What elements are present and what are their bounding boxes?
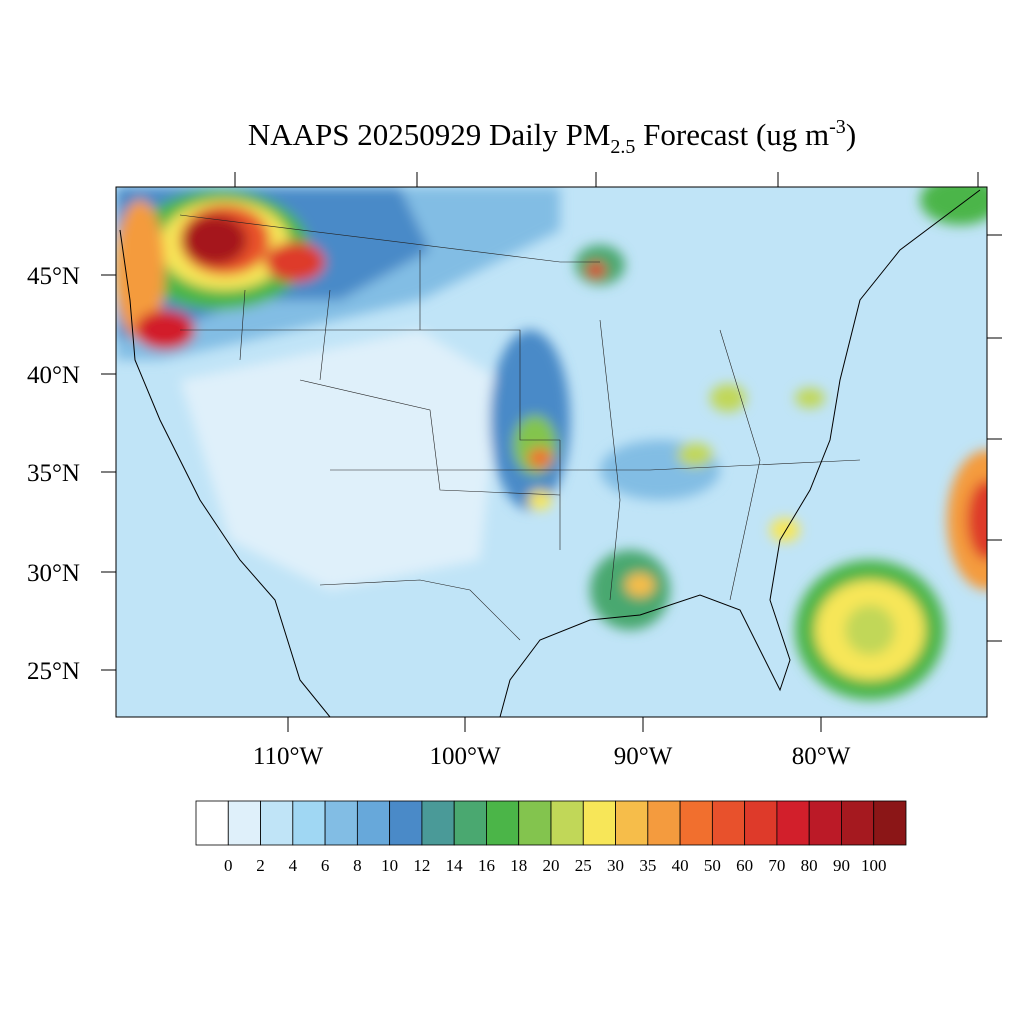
colorbar-label: 2 — [256, 856, 265, 875]
map-field — [116, 187, 987, 717]
color-swatch — [582, 800, 616, 846]
lat-label: 30°N — [27, 560, 80, 587]
title-rest: Forecast (ug m — [635, 117, 829, 152]
title-end: ) — [846, 117, 856, 152]
title-main: NAAPS 20250929 Daily PM — [248, 117, 611, 152]
colorbar-label: 16 — [478, 856, 495, 875]
colorbar-label: 40 — [672, 856, 689, 875]
lon-label: 90°W — [614, 743, 673, 770]
lat-label: 40°N — [27, 362, 80, 389]
axis-labels: 45°N 40°N 35°N 30°N 25°N 110°W 100°W 90°W 80°W — [27, 263, 851, 770]
colorbar-label: 30 — [607, 856, 624, 875]
colorbar: 0 2 4 6 8 10 12 14 16 18 20 25 30 35 40 50 60 70 80 90 100 — [195, 800, 907, 875]
title: NAAPS 20250929 Daily PM2.5 Forecast (ug … — [248, 116, 856, 158]
frame-ticks — [234, 172, 1002, 642]
color-swatch — [711, 800, 746, 846]
colorbar-label: 50 — [704, 856, 721, 875]
color-swatch — [808, 800, 842, 846]
color-swatch — [356, 800, 391, 846]
color-swatch — [389, 800, 423, 846]
color-swatch — [453, 800, 487, 846]
colorbar-label: 14 — [446, 856, 464, 875]
lon-label: 110°W — [253, 743, 324, 770]
color-swatch — [292, 800, 326, 846]
colorbar-label: 20 — [543, 856, 560, 875]
color-swatch — [260, 800, 294, 846]
color-swatch — [518, 800, 552, 846]
color-swatch — [744, 800, 778, 846]
colorbar-label: 35 — [639, 856, 656, 875]
lat-label: 35°N — [27, 460, 80, 487]
lat-label: 25°N — [27, 658, 80, 685]
color-swatch — [841, 800, 875, 846]
title-sup: -3 — [829, 116, 846, 138]
color-swatch — [679, 800, 713, 846]
lon-label: 80°W — [792, 743, 851, 770]
color-swatch — [615, 800, 649, 846]
color-swatch — [647, 800, 681, 846]
color-swatch — [873, 800, 907, 846]
colorbar-label: 8 — [353, 856, 362, 875]
lat-label: 45°N — [27, 263, 80, 290]
colorbar-label: 80 — [801, 856, 818, 875]
colorbar-label: 60 — [736, 856, 753, 875]
lon-label: 100°W — [429, 743, 500, 770]
color-swatch — [421, 800, 455, 846]
colorbar-label: 100 — [861, 856, 887, 875]
colorbar-label: 70 — [768, 856, 785, 875]
colorbar-label: 18 — [510, 856, 527, 875]
color-swatch — [486, 800, 520, 846]
colorbar-label: 25 — [575, 856, 592, 875]
colorbar-label: 4 — [289, 856, 298, 875]
color-swatch — [195, 800, 229, 846]
title-sub: 2.5 — [610, 136, 635, 158]
colorbar-label: 90 — [833, 856, 850, 875]
colorbar-label: 10 — [381, 856, 398, 875]
color-swatch — [324, 800, 358, 846]
colorbar-label: 6 — [321, 856, 330, 875]
color-swatch — [550, 800, 584, 846]
colorbar-label: 12 — [413, 856, 430, 875]
colorbar-label: 0 — [224, 856, 233, 875]
color-swatch — [776, 800, 810, 846]
color-swatch — [227, 800, 261, 846]
